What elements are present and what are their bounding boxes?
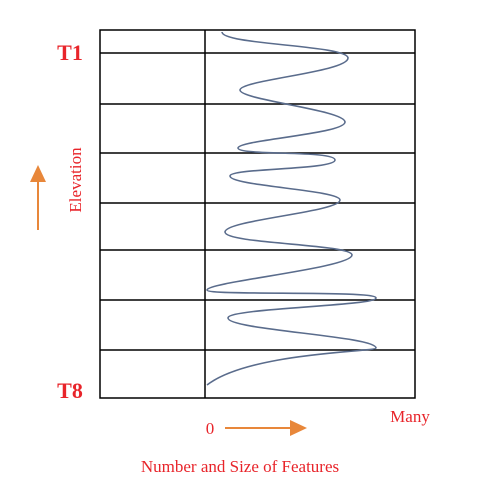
top-label: T1 — [57, 40, 83, 65]
x-start-label: 0 — [206, 419, 215, 438]
x-end-label: Many — [390, 407, 430, 426]
right-arrow — [225, 420, 307, 436]
y-axis-label: Elevation — [66, 147, 85, 213]
x-axis-label: Number and Size of Features — [141, 457, 339, 476]
feature-curve — [206, 31, 377, 386]
bottom-label: T8 — [57, 378, 83, 403]
up-arrow — [30, 165, 46, 230]
frame — [99, 29, 416, 399]
